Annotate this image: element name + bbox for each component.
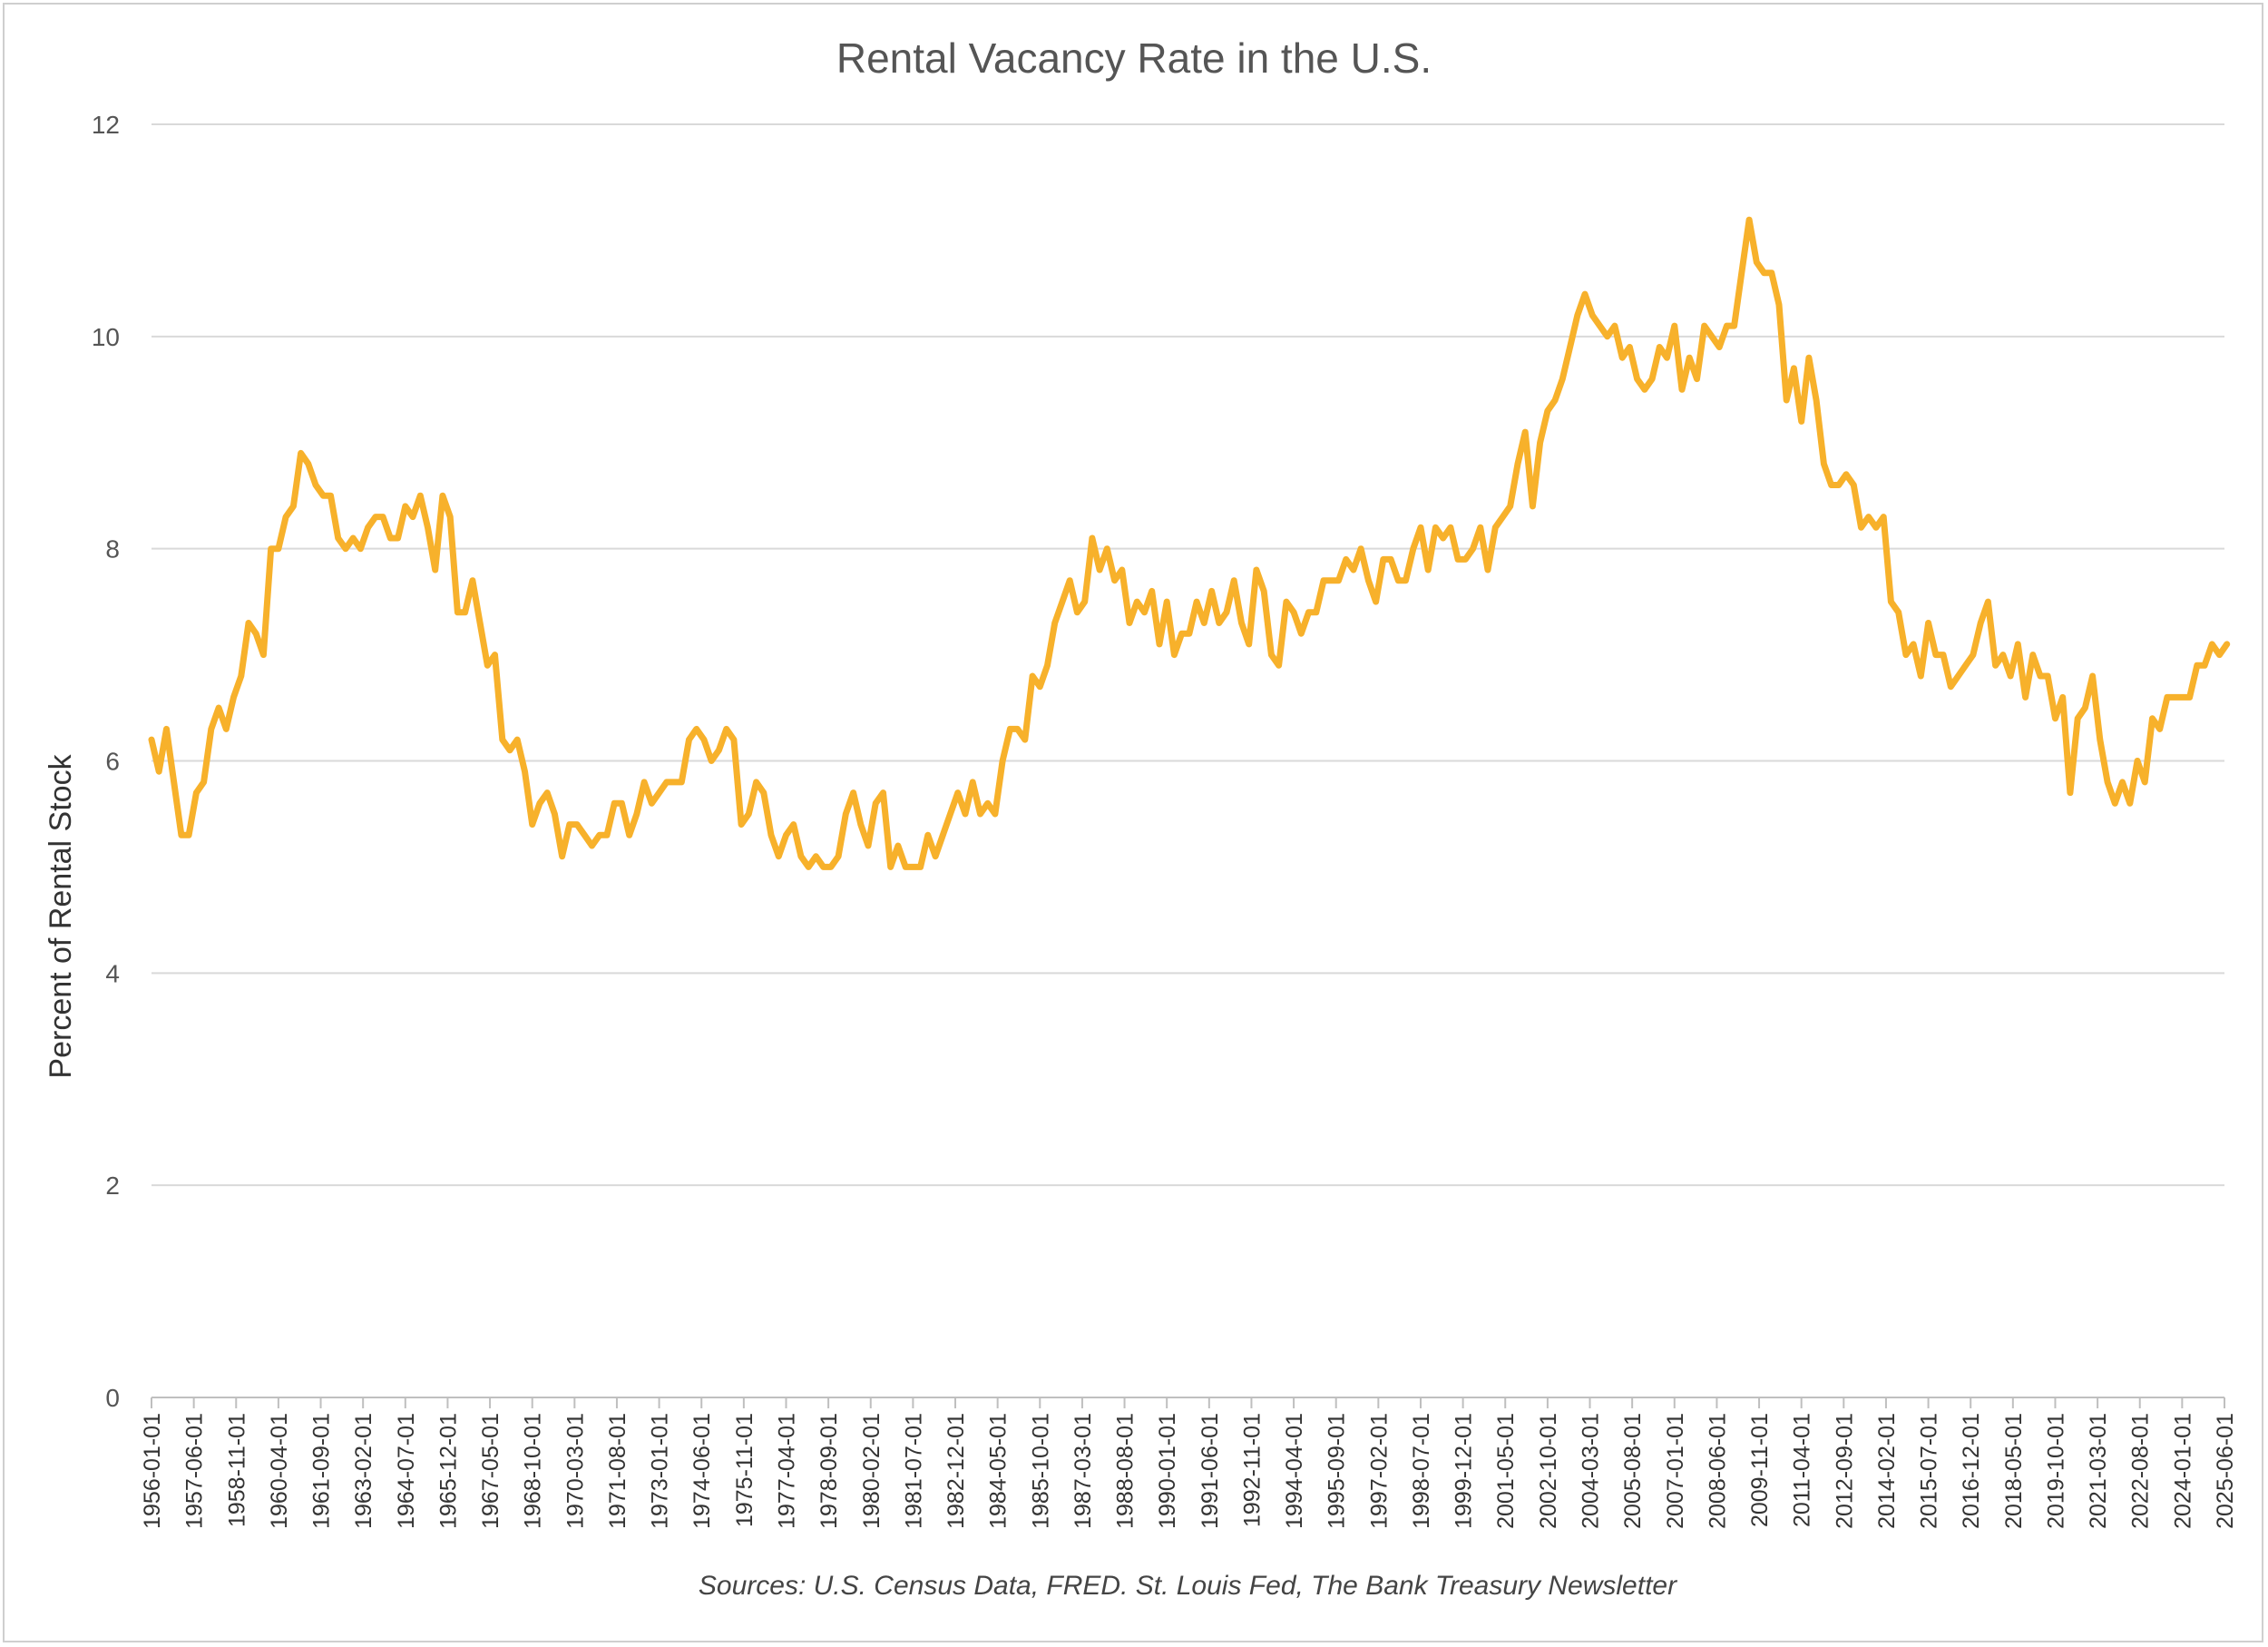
x-tick-label: 1970-03-01 [562,1413,588,1529]
x-tick-label: 1975-11-01 [732,1413,758,1527]
x-tick-label: 1982-12-01 [943,1413,969,1529]
y-tick-label: 2 [105,1172,120,1200]
x-tick-label: 1988-08-01 [1113,1413,1139,1529]
x-tick-label: 1971-08-01 [605,1413,631,1529]
x-tick-label: 2016-12-01 [1959,1413,1984,1529]
x-tick-label: 2008-06-01 [1705,1413,1730,1529]
x-tick-label: 1985-10-01 [1028,1413,1053,1529]
x-tick-label: 2022-08-01 [2128,1413,2154,1529]
x-tick-label: 1973-01-01 [648,1413,673,1529]
x-tick-label: 1991-06-01 [1198,1413,1223,1529]
y-tick-label: 0 [105,1384,120,1412]
x-tick-label: 2019-10-01 [2043,1413,2068,1529]
x-tick-label: 2018-05-01 [2001,1413,2027,1529]
x-tick-label: 2009-11-01 [1747,1413,1773,1527]
x-tick-label: 1965-12-01 [435,1413,461,1529]
x-tick-label: 2012-09-01 [1832,1413,1857,1529]
x-tick-label: 2011-04-01 [1790,1413,1815,1527]
x-tick-label: 1968-10-01 [521,1413,546,1529]
x-tick-label: 1980-02-01 [859,1413,885,1529]
x-tick-label: 1956-01-01 [140,1413,165,1529]
x-tick-label: 1997-02-01 [1366,1413,1392,1529]
x-tick-label: 1977-04-01 [774,1413,799,1529]
x-tick-label: 1958-11-01 [224,1413,249,1527]
y-tick-label: 8 [105,535,120,564]
x-tick-label: 2001-05-01 [1493,1413,1519,1529]
chart-frame [3,3,2263,1642]
x-tick-label: 1960-04-01 [267,1413,292,1529]
chart-title: Rental Vacancy Rate in the U.S. [836,34,1432,82]
x-tick-label: 1995-09-01 [1325,1413,1350,1529]
x-tick-label: 2004-03-01 [1579,1413,1604,1529]
x-axis-ticks: 1956-01-01 1957-06-01 1958-11-01 1960-04-01… [140,1397,2238,1529]
x-tick-label: 1957-06-01 [182,1413,208,1529]
y-tick-label: 10 [92,323,120,351]
x-tick-label: 1961-09-01 [309,1413,335,1529]
x-tick-label: 2015-07-01 [1917,1413,1942,1529]
x-tick-label: 1984-05-01 [986,1413,1012,1529]
source-note: Sources: U.S. Census Data, FRED. St. Lou… [699,1571,1677,1601]
x-tick-label: 2021-03-01 [2086,1413,2111,1529]
x-tick-label: 1987-03-01 [1070,1413,1096,1529]
x-tick-label: 2005-08-01 [1620,1413,1646,1529]
y-tick-label: 6 [105,748,120,776]
x-tick-label: 2014-02-01 [1874,1413,1900,1529]
x-tick-label: 1967-05-01 [478,1413,503,1529]
x-tick-label: 1978-09-01 [816,1413,842,1529]
gridlines [152,123,2224,1187]
y-axis-ticks: 0 2 4 6 8 10 12 [92,111,120,1412]
x-tick-label: 2024-01-01 [2170,1413,2195,1529]
x-tick-label: 2007-01-01 [1663,1413,1688,1529]
x-tick-label: 1992-11-01 [1239,1413,1265,1527]
series-line-rental-vacancy-rate [148,216,2231,870]
x-tick-label: 1981-07-01 [901,1413,926,1529]
y-tick-label: 12 [92,111,120,139]
x-tick-label: 1990-01-01 [1155,1413,1180,1529]
y-tick-label: 4 [105,959,120,987]
x-tick-label: 1994-04-01 [1282,1413,1307,1529]
x-tick-label: 1999-12-01 [1452,1413,1477,1529]
x-tick-label: 1998-07-01 [1409,1413,1434,1529]
y-axis-label: Percent of Rental Stock [44,753,78,1078]
x-tick-label: 1963-02-01 [351,1413,376,1529]
x-tick-label: 1964-07-01 [394,1413,419,1529]
x-tick-label: 2025-06-01 [2213,1413,2238,1529]
x-tick-label: 1974-06-01 [689,1413,715,1529]
x-tick-label: 2002-10-01 [1536,1413,1561,1529]
